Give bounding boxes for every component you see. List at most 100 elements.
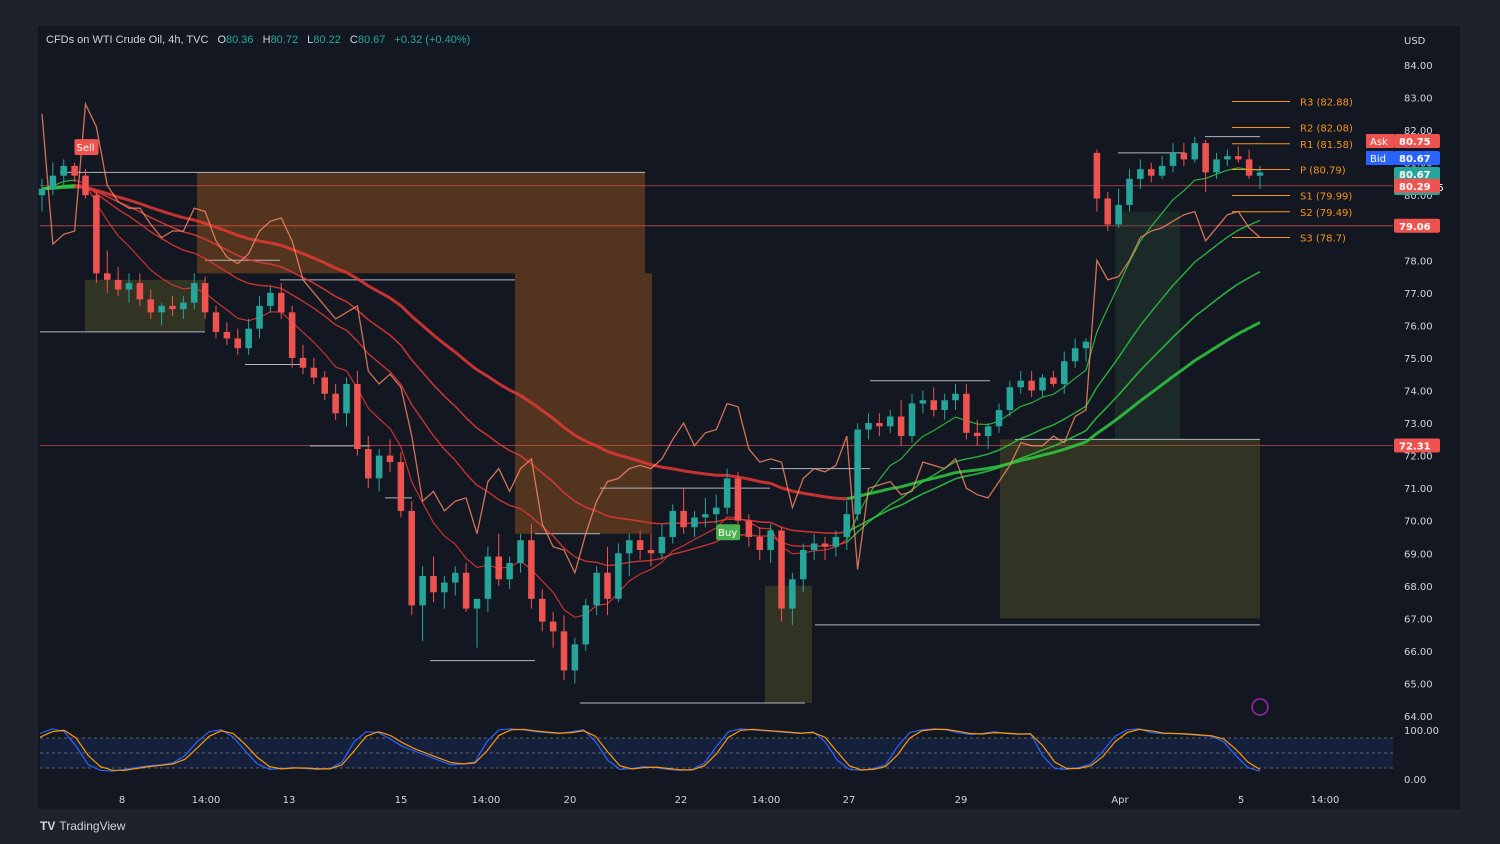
ema-medium-line xyxy=(95,193,108,202)
ema-trend-line xyxy=(1193,352,1207,362)
ema-trend-line xyxy=(803,491,815,497)
ema-trend-line xyxy=(356,277,370,288)
tradingview-logo[interactable]: TV TradingView xyxy=(40,819,125,833)
ema-medium-line xyxy=(640,559,652,562)
candle-body xyxy=(549,621,557,632)
y-tick-label: 72.00 xyxy=(1404,452,1433,463)
candle-body xyxy=(408,510,416,606)
change-value: +0.32 (+0.40%) xyxy=(394,34,471,46)
ema-slow-line xyxy=(1205,299,1217,309)
ema-fast-line xyxy=(563,609,576,618)
candle-body xyxy=(908,403,916,437)
ema-fast-line xyxy=(922,429,935,437)
candle-body xyxy=(93,195,100,274)
ema-medium-line xyxy=(411,404,424,421)
candle-body xyxy=(430,576,437,593)
candle-body xyxy=(1137,169,1144,179)
price-badge-tag xyxy=(1366,134,1394,148)
ema-trend-line xyxy=(1128,399,1142,411)
ema-slow-line xyxy=(541,472,554,483)
pivot-label: R1 (81.58) xyxy=(1300,140,1353,151)
ema-trend-line xyxy=(280,243,293,251)
ema-slow-line xyxy=(335,295,347,303)
ema-fast-line xyxy=(106,220,119,237)
low-label: L xyxy=(307,34,314,46)
ema-medium-line xyxy=(183,249,195,254)
ema-trend-line xyxy=(215,225,228,233)
candle-body xyxy=(354,383,361,450)
candle-body xyxy=(1028,380,1035,391)
ema-fast-line xyxy=(444,535,456,545)
ema-trend-line xyxy=(1172,367,1185,378)
ema-medium-line xyxy=(106,200,119,210)
candle-body xyxy=(919,400,927,404)
candle-body xyxy=(669,510,677,537)
ema-medium-line xyxy=(1172,273,1185,286)
ema-slow-line xyxy=(1118,382,1131,396)
x-tick-label: 14:00 xyxy=(192,795,221,806)
y-tick-label: 84.00 xyxy=(1404,61,1433,72)
y-tick-label: 70.00 xyxy=(1404,517,1433,528)
zone-rect xyxy=(765,585,812,703)
candle-body xyxy=(212,312,220,332)
y-tick-label: 80.00 xyxy=(1404,191,1433,202)
signal-label: Sell xyxy=(77,143,95,154)
chart-canvas[interactable]: USD84.0083.0082.0081.0080.0079.0078.0077… xyxy=(38,26,1460,809)
ema-medium-line xyxy=(335,324,347,331)
price-badge-value: 80.29 xyxy=(1399,182,1431,193)
candle-body xyxy=(1082,341,1090,349)
ema-medium-line xyxy=(1031,428,1043,435)
ema-fast-line xyxy=(411,481,424,504)
ema-trend-line xyxy=(922,476,935,483)
ema-medium-line xyxy=(487,491,500,501)
y-tick-label: 77.00 xyxy=(1404,289,1433,300)
candle-body xyxy=(1158,165,1166,176)
ema-slow-line xyxy=(183,231,195,236)
ema-fast-line xyxy=(1020,402,1032,407)
ema-trend-line xyxy=(1150,383,1164,395)
ema-slow-line xyxy=(574,500,587,509)
osc-tick-label: 100.00 xyxy=(1404,726,1439,737)
ema-medium-line xyxy=(400,384,413,405)
ema-slow-line xyxy=(585,506,597,512)
ema-slow-line xyxy=(215,243,228,251)
symbol-title[interactable]: CFDs on WTI Crude Oil, 4h, TVC xyxy=(46,34,209,46)
ema-slow-line xyxy=(1161,336,1174,349)
price-badge-box xyxy=(1394,438,1440,453)
ema-medium-line xyxy=(204,257,217,266)
ema-slow-line xyxy=(563,492,576,503)
candle-body xyxy=(441,582,448,593)
candle-body xyxy=(190,283,198,303)
close-value: 80.67 xyxy=(357,34,386,46)
candle-body xyxy=(256,305,263,329)
candle-body xyxy=(984,426,992,437)
candle-body xyxy=(897,416,905,437)
ema-medium-line xyxy=(520,508,532,518)
candle-body xyxy=(38,188,46,196)
ema-fast-line xyxy=(433,522,445,537)
ema-fast-line xyxy=(1194,177,1206,181)
candle-body xyxy=(103,273,111,280)
chart-panel[interactable]: USD84.0083.0082.0081.0080.0079.0078.0077… xyxy=(38,26,1460,809)
ema-slow-line xyxy=(955,475,967,480)
y-tick-label: 83.00 xyxy=(1404,94,1433,105)
candle-body xyxy=(593,572,600,606)
ema-fast-line xyxy=(1053,386,1065,395)
price-badge-box xyxy=(1394,134,1440,148)
signal-badge xyxy=(74,139,99,156)
candle-body xyxy=(49,175,57,189)
candle-body xyxy=(625,540,633,554)
ema-fast-line xyxy=(628,573,641,582)
ema-medium-line xyxy=(63,183,75,187)
ema-slow-line xyxy=(422,371,435,386)
ema-medium-line xyxy=(846,531,859,543)
ema-medium-line xyxy=(215,264,228,273)
candle-body xyxy=(941,400,948,411)
ema-slow-line xyxy=(356,309,369,321)
ema-fast-line xyxy=(694,533,706,540)
ema-trend-line xyxy=(1204,345,1218,356)
ema-slow-line xyxy=(520,455,532,465)
ema-trend-line xyxy=(117,195,130,202)
ema-trend-line xyxy=(1248,321,1261,330)
candle-body xyxy=(886,416,894,427)
